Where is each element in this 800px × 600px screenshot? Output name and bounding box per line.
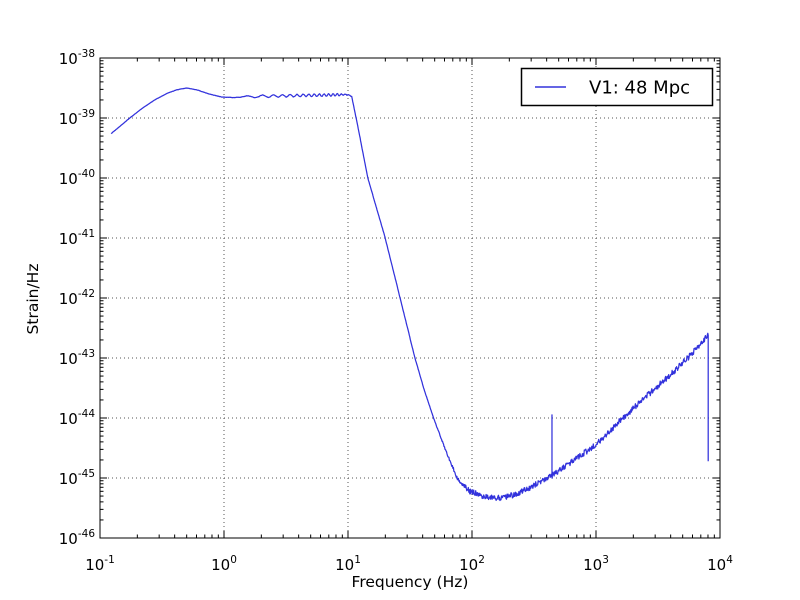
x-tick-label: 104 (707, 554, 733, 574)
y-tick-label: 10-38 (59, 48, 95, 68)
x-tick-label: 101 (335, 554, 361, 574)
y-tick-labels: 10-38 10-39 10-40 10-41 10-42 10-43 10-44 10-45… (59, 48, 96, 548)
x-tick-label: 102 (459, 554, 485, 574)
legend-label: V1: 48 Mpc (589, 78, 690, 99)
y-axis-label: Strain/Hz (24, 264, 42, 335)
x-tick-labels: 10-1 100 101 102 103 104 (85, 554, 733, 574)
y-tick-label: 10-42 (59, 288, 95, 308)
x-tick-label: 103 (583, 554, 609, 574)
x-tick-label: 10-1 (85, 554, 115, 574)
y-tick-label: 10-44 (59, 408, 96, 428)
x-tick-label: 100 (211, 554, 237, 574)
data-curve (110, 87, 709, 502)
axis-ticks (99, 57, 721, 539)
y-tick-label: 10-46 (59, 528, 96, 548)
y-tick-label: 10-39 (59, 108, 95, 128)
gridlines (100, 58, 720, 538)
legend: V1: 48 Mpc (520, 67, 714, 107)
y-tick-label: 10-45 (59, 468, 95, 488)
x-axis-label: Frequency (Hz) (352, 573, 469, 591)
y-tick-label: 10-43 (59, 348, 95, 368)
strain-curve (110, 87, 709, 502)
y-tick-label: 10-40 (59, 168, 95, 188)
y-tick-label: 10-41 (59, 228, 95, 248)
